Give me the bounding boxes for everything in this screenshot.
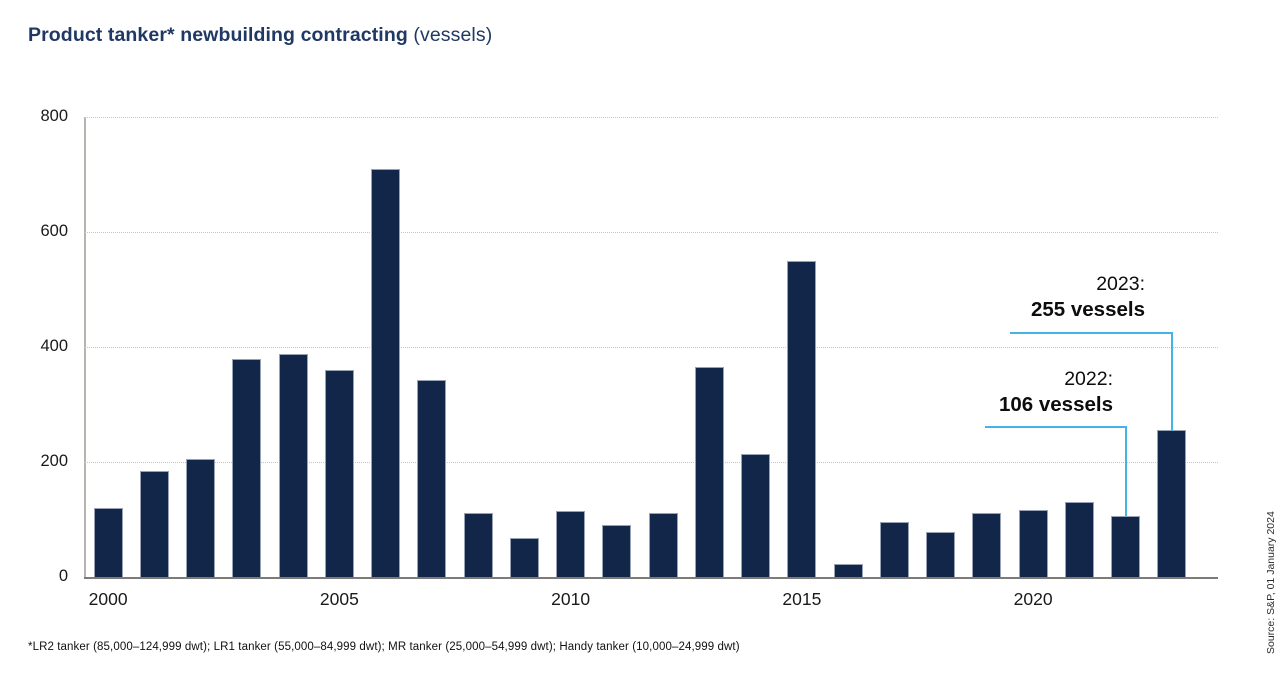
gridline-200	[85, 462, 1218, 463]
bar-2006	[371, 168, 401, 577]
x-axis-line	[84, 577, 1218, 579]
y-tick-0: 0	[58, 567, 68, 585]
bar-2012	[648, 513, 678, 577]
bar-2007	[417, 379, 447, 577]
bar-chart-plot-area	[85, 117, 1218, 577]
footnote: *LR2 tanker (85,000–124,999 dwt); LR1 ta…	[28, 641, 740, 653]
bar-2001	[139, 470, 169, 577]
bar-2019	[972, 512, 1002, 577]
chart-title: Product tanker* newbuilding contracting …	[28, 24, 492, 47]
bar-2023	[1157, 430, 1187, 577]
y-tick-800: 800	[40, 107, 68, 125]
x-tick-2015: 2015	[782, 589, 822, 609]
gridline-800	[85, 117, 1218, 118]
bar-2000	[93, 508, 123, 577]
chart-title-unit: (vessels)	[407, 24, 493, 46]
x-tick-2000: 2000	[88, 589, 128, 609]
annotation-2023-callout-line	[1010, 332, 1173, 431]
gridline-400	[85, 347, 1218, 348]
bar-2013	[694, 367, 724, 577]
bar-2021	[1064, 501, 1094, 577]
bar-2016	[833, 564, 863, 577]
bar-2018	[926, 531, 956, 577]
bar-2008	[463, 512, 493, 577]
bar-2010	[556, 510, 586, 577]
bar-2015	[787, 260, 817, 577]
bar-2005	[324, 370, 354, 577]
annotation-2023-year: 2023:	[1096, 273, 1145, 295]
bar-2004	[278, 354, 308, 577]
bar-2011	[602, 525, 632, 577]
annotation-2023: 2023: 255 vessels	[915, 271, 1145, 323]
annotation-2022-year: 2022:	[1064, 368, 1113, 390]
x-tick-2010: 2010	[551, 589, 591, 609]
bar-2020	[1018, 510, 1048, 577]
annotation-2022: 2022: 106 vessels	[883, 366, 1113, 418]
y-tick-600: 600	[40, 222, 68, 240]
y-tick-200: 200	[40, 452, 68, 470]
y-tick-400: 400	[40, 337, 68, 355]
gridline-600	[85, 232, 1218, 233]
x-tick-2005: 2005	[319, 589, 359, 609]
bar-2022	[1111, 516, 1141, 577]
annotation-2023-value: 255 vessels	[1030, 298, 1145, 321]
annotation-2022-value: 106 vessels	[998, 393, 1113, 416]
bar-2003	[232, 358, 262, 577]
bar-2002	[186, 459, 216, 577]
source-label: Source: S&P, 01 January 2024	[1265, 511, 1277, 654]
y-axis-line	[84, 117, 86, 577]
bar-2009	[509, 538, 539, 577]
bar-2017	[879, 521, 909, 577]
x-tick-2020: 2020	[1013, 589, 1053, 609]
annotation-2022-callout-line	[985, 426, 1127, 516]
chart-title-main: Product tanker* newbuilding contracting	[28, 24, 408, 46]
bar-2014	[741, 453, 771, 577]
